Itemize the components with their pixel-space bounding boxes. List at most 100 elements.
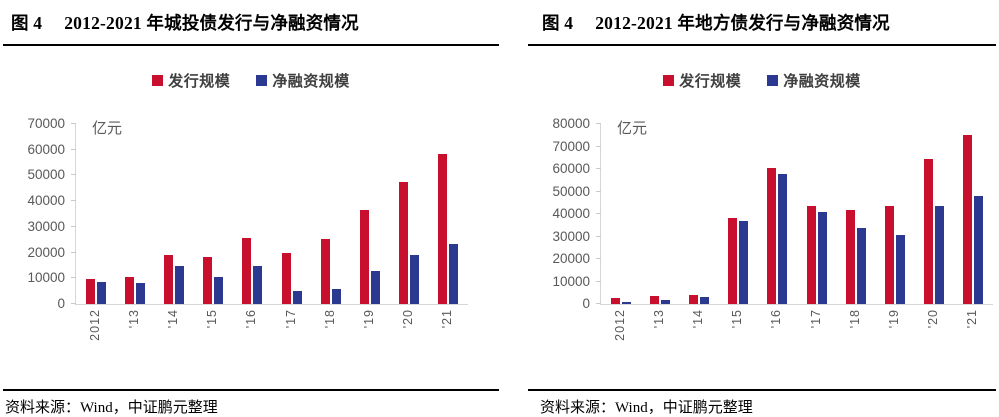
legend-label: 发行规模 — [679, 72, 742, 90]
y-tickmark — [596, 145, 601, 147]
legend-swatch-icon — [152, 74, 164, 86]
bar-issue-21 — [963, 135, 973, 304]
x-tick-label: '14 — [691, 309, 705, 329]
x-tick-cell: 2012 — [75, 309, 114, 365]
bar-net-2012 — [621, 302, 631, 304]
y-axis-unit-label: 亿元 — [92, 120, 123, 137]
bar-group-17 — [272, 124, 311, 304]
y-tick-label: 30000 — [552, 228, 590, 244]
y-tickmark — [71, 251, 76, 253]
x-tick-label: '21 — [965, 309, 980, 329]
bar-group-15 — [719, 124, 758, 304]
x-tick-label: '21 — [440, 309, 455, 329]
x-tick-label: '14 — [166, 309, 180, 329]
legend-item: 发行规模 — [663, 70, 741, 91]
y-tick-label: 10000 — [27, 270, 65, 286]
x-tick-label: '18 — [322, 309, 337, 329]
legend-label: 净融资规模 — [783, 72, 861, 90]
x-tick-label: '16 — [769, 309, 784, 329]
chart-legend: 发行规模 净融资规模 — [528, 70, 996, 90]
legend-item: 发行规模 — [152, 70, 230, 91]
y-tick-label: 70000 — [552, 138, 590, 154]
bar-group-21 — [954, 124, 993, 304]
bar-issue-17 — [806, 205, 816, 304]
legend-label: 净融资规模 — [272, 72, 350, 90]
bar-net-17 — [292, 291, 302, 304]
x-tick-cell: '21 — [953, 309, 992, 365]
x-tick-cell: '20 — [914, 309, 953, 365]
bar-net-20 — [410, 255, 420, 304]
x-tick-cell: '17 — [796, 309, 835, 365]
bar-net-17 — [817, 211, 827, 304]
y-tick-label: 40000 — [27, 193, 65, 209]
x-tick-label: 2012 — [87, 309, 102, 341]
bar-net-21 — [449, 244, 459, 304]
x-tick-label: 2012 — [612, 309, 627, 341]
x-tick-cell: '13 — [639, 309, 678, 365]
bar-group-14 — [154, 124, 193, 304]
bar-group-19 — [350, 124, 389, 304]
bar-group-17 — [797, 124, 836, 304]
bar-issue-21 — [438, 153, 448, 304]
y-tickmark — [596, 168, 601, 169]
x-tick-cell: '16 — [232, 309, 271, 365]
bar-group-18 — [311, 124, 350, 304]
x-tick-label: '13 — [126, 309, 141, 329]
x-tick-cell: '21 — [428, 309, 467, 365]
y-tickmark — [71, 174, 76, 176]
bar-groups — [601, 124, 993, 304]
bar-net-16 — [778, 173, 788, 304]
x-tick-label: '15 — [205, 309, 220, 329]
y-tick-label: 50000 — [27, 167, 65, 183]
legend-swatch-icon — [767, 74, 779, 86]
chart-legend: 发行规模 净融资规模 — [3, 70, 499, 90]
bar-group-16 — [758, 124, 797, 304]
figure-title-text: 2012-2021 年城投债发行与净融资情况 — [64, 13, 359, 33]
y-tick-label: 20000 — [552, 251, 590, 266]
y-tickmark — [596, 258, 601, 259]
source-note: 资料来源：Wind，中证鹏元整理 — [528, 389, 996, 417]
x-tick-cell: '17 — [271, 309, 310, 365]
chart-area: 0 10000 20000 30000 40000 50000 60000 70000 8000… — [528, 117, 996, 311]
bar-net-14 — [700, 297, 709, 304]
x-tick-cell: '16 — [757, 309, 796, 365]
y-tick-label: 50000 — [552, 183, 590, 199]
chart-area: 0 10000 20000 30000 40000 50000 60000 70000 亿元 — [3, 117, 499, 311]
y-tickmark — [596, 190, 601, 192]
y-tick-label: 80000 — [552, 116, 590, 131]
x-tick-cell: '14 — [678, 309, 717, 365]
bar-group-15 — [194, 124, 233, 304]
x-tick-label: '19 — [887, 309, 902, 329]
x-tick-label: '20 — [926, 309, 941, 329]
x-tick-cell: '18 — [310, 309, 349, 365]
y-tickmark — [596, 235, 601, 237]
bar-group-14 — [679, 124, 718, 304]
y-tick-label: 70000 — [27, 116, 65, 131]
x-tick-label: '20 — [401, 309, 416, 329]
panel-chengtou-bonds: 图 4 2012-2021 年城投债发行与净融资情况 发行规模 净融资规模 0 100… — [3, 6, 499, 417]
bar-net-14 — [175, 265, 184, 304]
figure-number: 图 4 — [11, 13, 43, 33]
x-tick-label: '13 — [651, 309, 666, 329]
bar-net-15 — [214, 277, 224, 304]
bar-net-13 — [660, 299, 670, 304]
x-tick-cell: '13 — [114, 309, 153, 365]
bar-net-18 — [856, 228, 866, 304]
x-tick-cell: 2012 — [600, 309, 639, 365]
y-tickmark — [71, 303, 76, 304]
y-tickmark — [71, 225, 76, 227]
bar-issue-13 — [649, 296, 659, 304]
bar-net-15 — [739, 221, 749, 304]
figure-number: 图 4 — [542, 13, 574, 33]
y-axis-labels: 0 10000 20000 30000 40000 50000 60000 70000 — [3, 117, 75, 311]
legend-swatch-icon — [663, 74, 675, 86]
bar-group-2012 — [76, 124, 115, 304]
bar-issue-13 — [124, 277, 134, 304]
bar-issue-15 — [203, 256, 213, 304]
y-tick-label: 60000 — [552, 161, 590, 176]
x-tick-label: '16 — [244, 309, 259, 329]
bar-group-13 — [115, 124, 154, 304]
bar-issue-18 — [845, 210, 855, 304]
bar-issue-19 — [885, 205, 895, 304]
